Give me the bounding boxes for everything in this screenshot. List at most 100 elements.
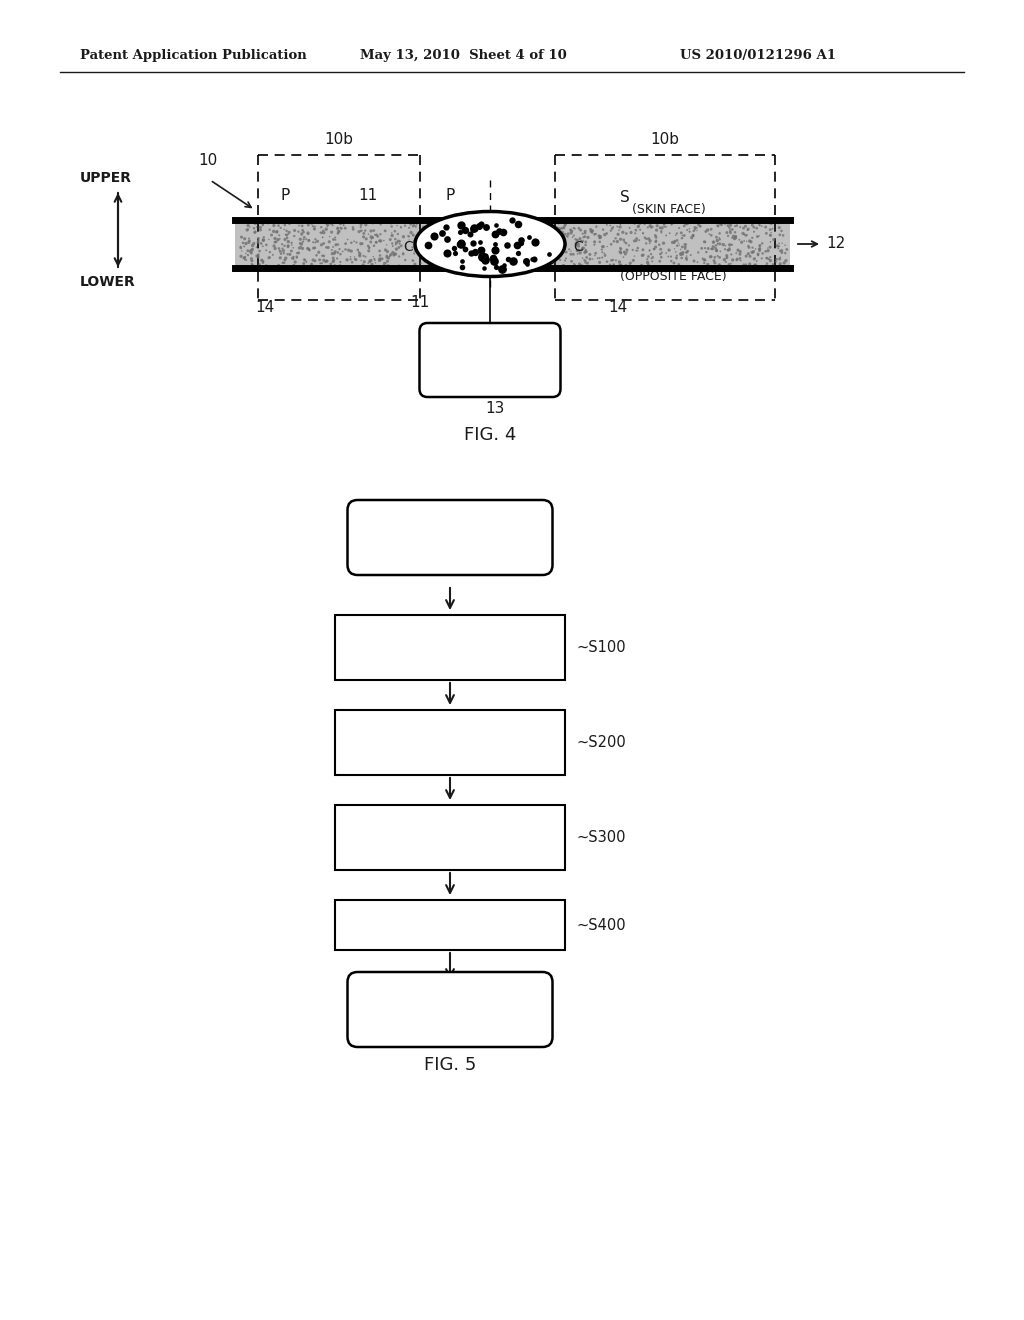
Point [504,238,520,259]
Point [709,230,725,251]
Point [387,228,403,249]
Point [467,242,483,263]
Point [280,223,296,244]
Point [754,232,770,253]
Point [570,218,587,239]
Point [318,249,335,271]
Point [332,251,348,272]
Point [296,253,312,275]
Point [663,246,679,267]
Bar [335,615,565,680]
Point [572,243,589,264]
Point [522,244,539,265]
Point [653,220,670,242]
Point [751,239,767,260]
Point [709,240,725,261]
Point [735,218,752,239]
Point [427,218,443,239]
Point [471,234,487,255]
Point [264,213,281,234]
Point [511,249,527,271]
Point [487,224,504,246]
Point [712,247,728,268]
Point [768,248,784,269]
Point [637,214,653,235]
Point [500,240,516,261]
Point [774,232,791,253]
Point [270,238,287,259]
Point [431,253,447,275]
Point [314,227,331,248]
Point [570,235,587,256]
Point [401,218,418,239]
Point [547,226,563,247]
Point [759,253,775,275]
Point [414,224,430,246]
Point [423,215,439,236]
Point [521,232,538,253]
Point [671,253,687,275]
Point [632,214,648,235]
Point [353,220,370,242]
Point [404,238,421,259]
Point [361,236,378,257]
Point [460,247,476,268]
Point [556,218,572,239]
Point [261,247,278,268]
Point [515,213,531,234]
Point [554,236,570,257]
Point [664,251,680,272]
Point [507,222,523,243]
Point [500,235,516,256]
Point [708,235,724,256]
Point [506,219,522,240]
Point [732,248,749,269]
Point [330,218,346,239]
Text: MAIN PRODUCTION
STEP: MAIN PRODUCTION STEP [371,726,529,759]
Point [306,218,323,239]
Text: WRAPPING PREPARATION
STEP: WRAPPING PREPARATION STEP [345,821,555,854]
Point [612,238,629,259]
Point [258,234,274,255]
Point [502,252,518,273]
Point [300,223,316,244]
Point [351,220,368,242]
Point [453,234,469,255]
Point [635,244,651,265]
Point [710,234,726,255]
Point [524,243,541,264]
Point [508,236,524,257]
Point [368,232,384,253]
Point [418,251,434,272]
Point [354,234,371,255]
Point [337,234,353,255]
Point [450,214,466,235]
Point [327,255,343,276]
Point [651,251,668,272]
Point [618,242,635,263]
Point [584,222,600,243]
Point [586,234,602,255]
Point [397,215,414,236]
Bar [234,220,790,268]
Point [592,227,608,248]
Point [465,215,481,236]
Point [630,238,646,259]
Point [597,224,613,246]
Point [278,224,294,246]
Point [526,247,543,268]
Point [395,243,412,264]
Point [324,222,340,243]
Point [710,215,726,236]
Point [455,249,471,271]
Text: 11: 11 [411,294,430,310]
Point [414,244,430,265]
Point [737,215,754,236]
Point [274,238,291,259]
Point [612,216,629,238]
Point [521,227,538,248]
Point [315,232,332,253]
Point [588,216,604,238]
Point [552,218,568,239]
Point [372,240,388,261]
